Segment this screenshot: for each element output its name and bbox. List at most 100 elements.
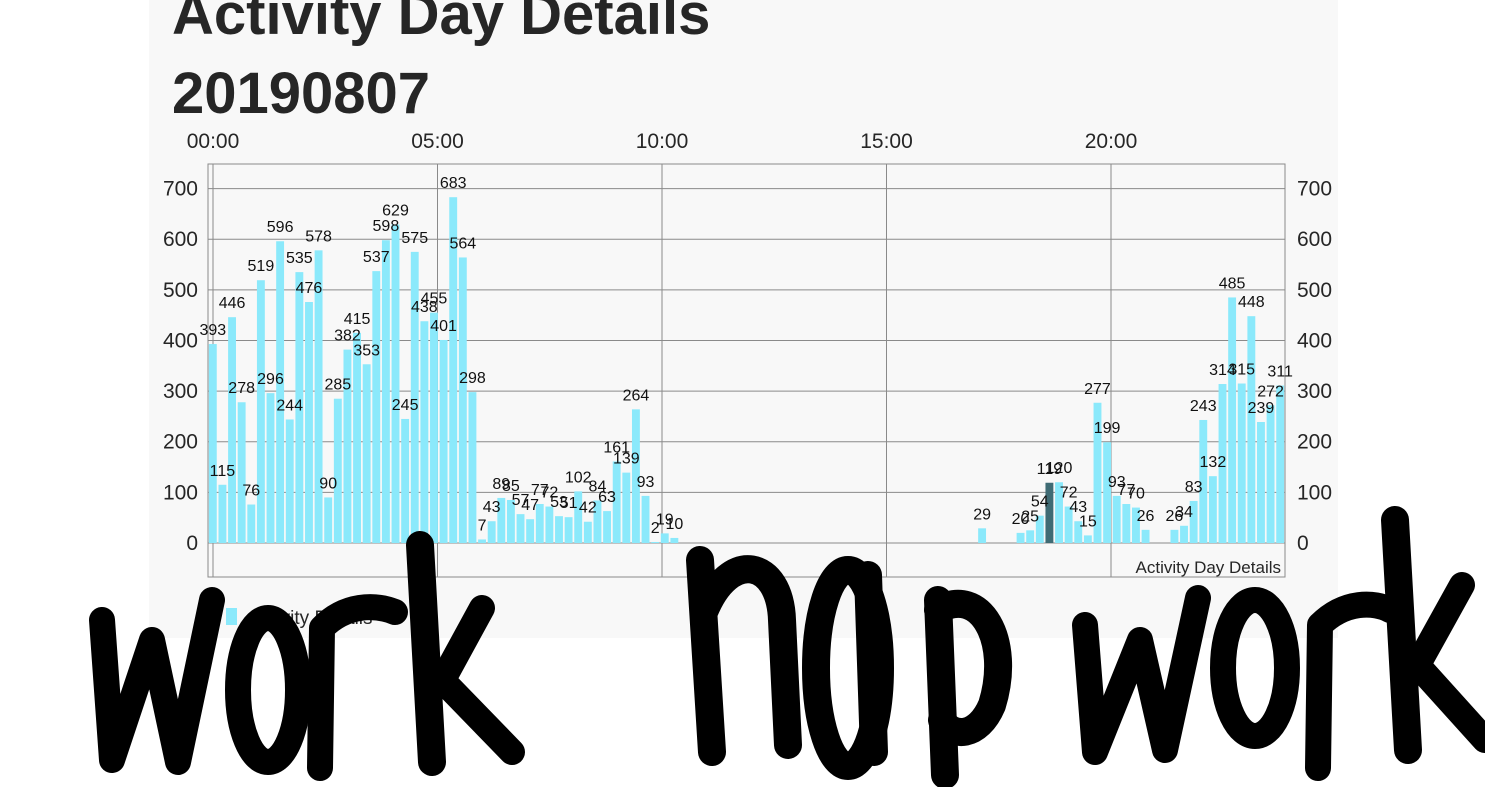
activity-bar	[420, 321, 429, 543]
activity-bar	[670, 537, 679, 543]
chart-description: Activity Day Details	[1136, 558, 1281, 577]
bar-value-label: 119	[1037, 461, 1063, 478]
bar-value-label: 53	[550, 494, 568, 511]
bar-value-label: 438	[411, 299, 438, 316]
bar-value-label: 42	[579, 500, 597, 517]
activity-bar	[410, 251, 419, 543]
activity-bar	[555, 516, 563, 543]
bar-value-label: 51	[560, 495, 578, 512]
activity-bar	[1228, 297, 1237, 543]
y-tick-label-left: 600	[163, 228, 198, 251]
bar-value-label: 382	[334, 328, 361, 345]
activity-bar	[1035, 515, 1044, 543]
activity-bar	[305, 302, 313, 543]
y-tick-label-left: 300	[163, 380, 198, 403]
x-tick-label: 20:00	[1085, 130, 1138, 153]
y-tick-label-right: 400	[1297, 329, 1332, 352]
activity-bar	[228, 317, 236, 543]
bar-value-label: 285	[324, 377, 351, 394]
activity-bar	[1064, 506, 1073, 543]
activity-bar	[391, 224, 400, 543]
activity-bar	[1026, 530, 1035, 543]
bar-value-label: 89	[492, 476, 510, 493]
bar-value-label: 77	[531, 482, 549, 499]
bar-value-label: 476	[296, 280, 323, 297]
bar-value-label: 683	[440, 175, 467, 192]
activity-bar	[593, 500, 602, 543]
bar-value-label: 243	[1190, 398, 1217, 415]
activity-bar	[1016, 532, 1025, 543]
bar-value-label: 29	[973, 506, 991, 523]
bar-value-label: 296	[257, 371, 284, 388]
y-tick-label-left: 700	[163, 178, 198, 201]
bar-value-label: 19	[656, 511, 674, 528]
bar-value-label: 54	[1031, 494, 1049, 511]
activity-bar	[1122, 504, 1131, 543]
bar-value-label: 57	[512, 492, 530, 509]
activity-bar	[1141, 529, 1150, 543]
activity-bar	[583, 521, 592, 543]
activity-bar	[333, 398, 342, 543]
bar-value-label: 298	[459, 370, 486, 387]
activity-bar	[1103, 442, 1112, 543]
activity-bar	[1199, 419, 1208, 543]
activity-bar	[314, 250, 323, 544]
bar-value-label: 72	[1060, 485, 1078, 502]
activity-bar	[343, 349, 352, 543]
bar-value-label: 76	[242, 483, 260, 500]
bar-value-label: 84	[589, 478, 607, 495]
bars-layer	[208, 197, 1285, 544]
bar-value-label: 93	[637, 474, 655, 491]
activity-bar	[247, 504, 256, 543]
y-tick-label-left: 0	[186, 532, 198, 555]
activity-bar	[1247, 316, 1256, 543]
bar-value-label: 596	[267, 219, 294, 236]
y-tick-label-left: 200	[163, 431, 198, 454]
activity-bar	[353, 332, 361, 543]
bar-value-label: 93	[1108, 474, 1126, 491]
bar-value-label: 43	[1069, 499, 1087, 516]
bar-value-label: 34	[1175, 504, 1193, 521]
bar-value-label: 115	[210, 463, 236, 480]
bar-value-label: 264	[623, 387, 650, 404]
activity-bar	[545, 506, 554, 543]
bar-value-label: 2	[651, 520, 660, 537]
activity-bar	[1208, 476, 1217, 543]
y-tick-label-left: 100	[163, 481, 198, 504]
y-tick-label-left: 400	[163, 329, 198, 352]
bar-value-label: 485	[1219, 275, 1246, 292]
activity-bar	[506, 499, 515, 543]
activity-bar	[1055, 482, 1063, 543]
bar-value-label: 446	[219, 295, 246, 312]
activity-bar	[449, 197, 458, 544]
activity-bar	[1093, 402, 1102, 543]
bar-value-label: 20	[1012, 511, 1030, 528]
bar-value-label: 314	[1209, 362, 1236, 379]
bar-value-label: 90	[319, 475, 337, 492]
activity-bar	[564, 517, 573, 543]
bar-value-label: 311	[1267, 364, 1293, 381]
activity-bar	[574, 491, 583, 543]
bar-value-label: 85	[502, 478, 520, 495]
activity-bar	[478, 539, 487, 543]
y-tick-label-right: 0	[1297, 532, 1309, 555]
activity-bar	[1132, 507, 1140, 543]
handwritten-nap	[686, 546, 1013, 787]
bar-value-label: 7	[478, 517, 487, 534]
bar-value-label: 244	[276, 397, 303, 414]
page-date: 20190807	[172, 61, 431, 126]
activity-bar	[1276, 385, 1285, 543]
value-labels-layer: 3931154462787651929659624453547657890285…	[199, 175, 1293, 537]
bar-value-label: 10	[665, 516, 683, 533]
activity-bar	[651, 541, 660, 543]
activity-bar	[487, 521, 496, 543]
activity-bar	[1237, 383, 1246, 543]
bar-value-label: 47	[521, 497, 539, 514]
bar-value-label: 26	[1166, 508, 1184, 525]
bar-value-label: 415	[344, 311, 371, 328]
bar-value-label: 132	[1200, 454, 1227, 471]
bar-value-label: 278	[228, 380, 255, 397]
activity-bar	[1083, 535, 1092, 543]
